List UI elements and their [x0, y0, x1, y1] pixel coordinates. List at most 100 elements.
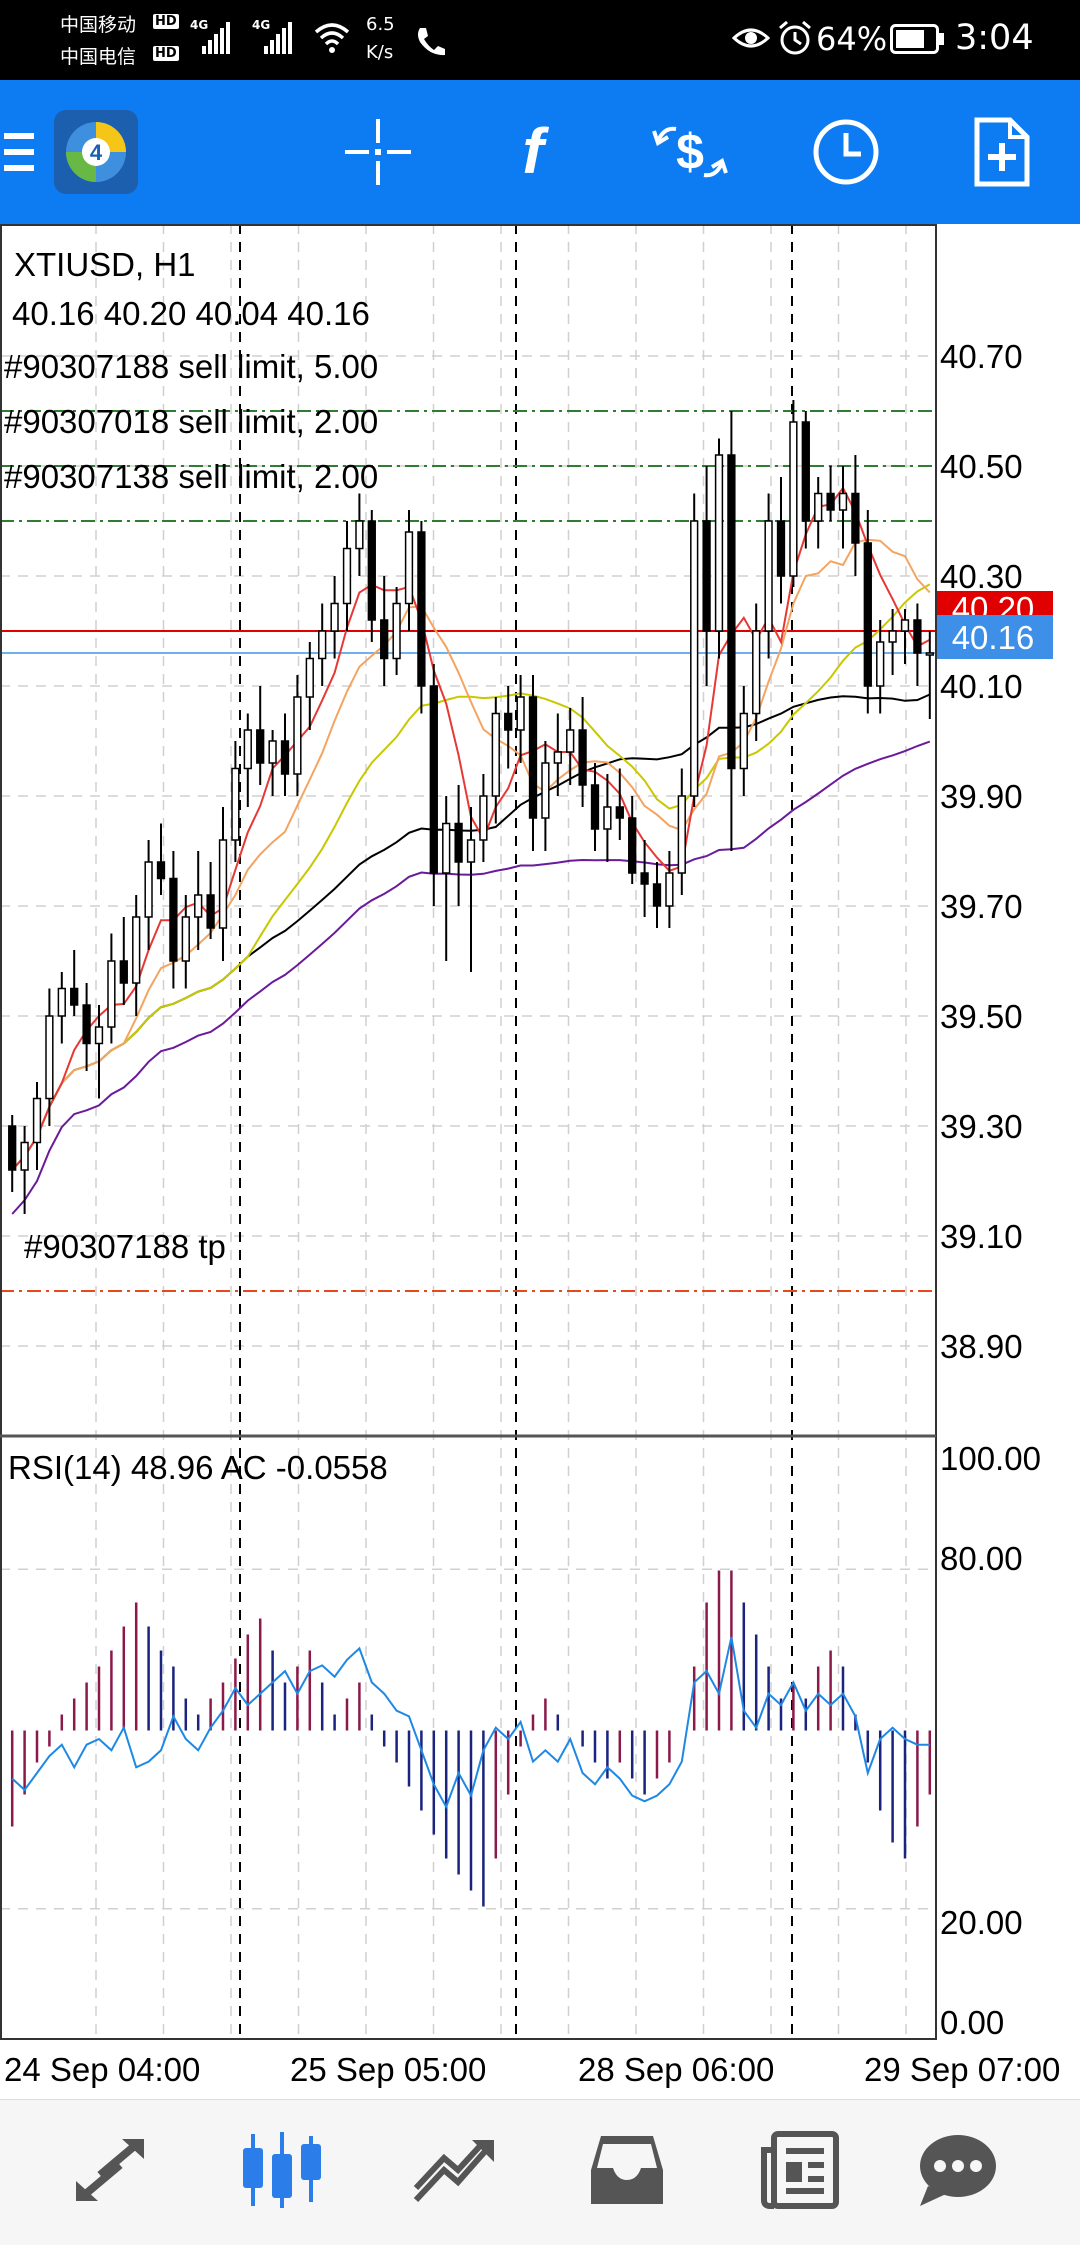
candle-body: [194, 894, 203, 918]
price-tick-label: 40.30: [940, 558, 1023, 595]
order-label-1[interactable]: #90307188 sell limit, 5.00: [4, 348, 378, 385]
candle-body: [318, 630, 327, 660]
tp-label[interactable]: #90307188 tp: [24, 1228, 226, 1265]
nav-history-button[interactable]: [572, 2120, 682, 2220]
candle-body: [528, 696, 538, 819]
price-tick-label: 39.90: [940, 778, 1023, 815]
call-icon: [418, 28, 445, 56]
nav-quotes-button[interactable]: [55, 2120, 165, 2220]
nav-chat-button[interactable]: [903, 2120, 1013, 2220]
candle-body: [367, 520, 376, 621]
clock-time: 3:04: [955, 18, 1034, 58]
candle-body: [8, 1125, 17, 1171]
candle-body: [764, 520, 773, 632]
candle-body: [900, 619, 910, 632]
candle-body: [801, 421, 810, 522]
trade-dollar-icon: $: [652, 124, 728, 180]
rsi-line: [11, 1636, 930, 1810]
candle-body: [640, 872, 649, 885]
order-lines: [0, 410, 936, 1292]
battery-percent: 64%: [816, 20, 888, 58]
timeframe-button[interactable]: [798, 104, 894, 200]
hd-badge-2: HD: [153, 46, 179, 61]
metatrader-logo: 4: [54, 110, 138, 194]
candle-body: [355, 520, 364, 550]
bid-price-label: 40.16: [952, 619, 1035, 656]
rsi-ac-subwindow: [10, 1570, 932, 1907]
indicators-icon: f: [522, 117, 549, 187]
ma-orange-line: [11, 538, 931, 1171]
ma-yellow-line: [11, 583, 931, 1171]
nav-trade-button[interactable]: [400, 2120, 510, 2220]
top-toolbar: 4 f $: [0, 80, 1080, 224]
battery-icon: [890, 24, 944, 54]
chart-canvas[interactable]: XTIUSD, H1 40.16 40.20 40.04 40.16 #9030…: [0, 224, 1080, 2099]
crosshair-button[interactable]: [330, 104, 426, 200]
candle-body: [690, 520, 699, 797]
candle-body: [665, 872, 674, 907]
candle-body: [417, 531, 426, 687]
candle-body: [566, 729, 575, 753]
candle-body: [863, 542, 872, 687]
candle-body: [231, 767, 240, 841]
nav-chart-button[interactable]: [227, 2120, 337, 2220]
candle-body: [590, 784, 600, 830]
candle-body: [652, 883, 662, 907]
new-order-icon: [974, 117, 1030, 187]
new-order-button[interactable]: [954, 104, 1050, 200]
price-tick-label: 39.50: [940, 998, 1023, 1035]
menu-button[interactable]: [0, 104, 40, 200]
candle-body: [442, 822, 451, 874]
candle-body: [380, 619, 389, 660]
price-axis: 40.70 40.50 40.30 40.10 39.90 39.70 39.50 39.30…: [940, 338, 1023, 1365]
candle-body: [181, 916, 190, 962]
rsi-tick-100: 100.00: [940, 1440, 1041, 1477]
candle-body: [714, 454, 724, 632]
candle-body: [156, 861, 166, 880]
candle-body: [132, 916, 141, 984]
candle-body: [615, 806, 624, 819]
price-tick-label: 40.50: [940, 448, 1023, 485]
alarm-icon: [779, 20, 811, 55]
candle-body: [466, 839, 476, 863]
candle-body: [70, 987, 79, 1006]
network-type-1: 4G: [190, 18, 209, 32]
candle-body: [57, 987, 66, 1017]
timeframe-clock-icon: [813, 119, 879, 185]
candle-body: [454, 822, 463, 863]
candle-body: [677, 795, 686, 874]
order-label-3[interactable]: #90307138 sell limit, 2.00: [4, 458, 378, 495]
trade-button[interactable]: $: [642, 104, 738, 200]
candle-body: [776, 520, 786, 577]
status-bar: 中国移动 中国电信 HD HD 4G 4G 6.5 K/s 64% 3:04: [0, 0, 1080, 80]
network-type-2: 4G: [252, 18, 271, 32]
eye-icon: [732, 28, 770, 48]
svg-text:$: $: [676, 124, 704, 180]
order-label-2[interactable]: #90307018 sell limit, 2.00: [4, 403, 378, 440]
candle-body: [504, 712, 513, 731]
time-label-1: 24 Sep 04:00: [4, 2051, 200, 2088]
candle-body: [107, 960, 116, 1028]
nav-news-button[interactable]: [745, 2120, 855, 2220]
price-tick-label: 39.10: [940, 1218, 1023, 1255]
candle-body: [45, 1015, 54, 1100]
app-logo-button[interactable]: 4: [54, 110, 138, 194]
chart-area[interactable]: XTIUSD, H1 40.16 40.20 40.04 40.16 #9030…: [0, 224, 1080, 2099]
rsi-tick-20: 20.00: [940, 1904, 1023, 1941]
price-tick-label: 39.70: [940, 888, 1023, 925]
candle-body: [603, 806, 612, 830]
newspaper-icon: [761, 2131, 839, 2209]
indicators-button[interactable]: f: [485, 104, 581, 200]
price-tick-label: 38.90: [940, 1328, 1023, 1365]
time-label-2: 25 Sep 05:00: [290, 2051, 486, 2088]
carrier-name-1: 中国移动: [60, 14, 137, 36]
candle-body: [752, 630, 761, 715]
candlestick-chart-icon: [243, 2132, 321, 2208]
bid-price-badge: [937, 615, 1053, 659]
menu-icon: [4, 133, 34, 171]
symbol-label: XTIUSD, H1: [14, 246, 196, 283]
candle-body: [491, 712, 500, 797]
candle-body: [218, 839, 228, 929]
candle-body: [826, 492, 835, 511]
candle-body: [293, 696, 302, 775]
